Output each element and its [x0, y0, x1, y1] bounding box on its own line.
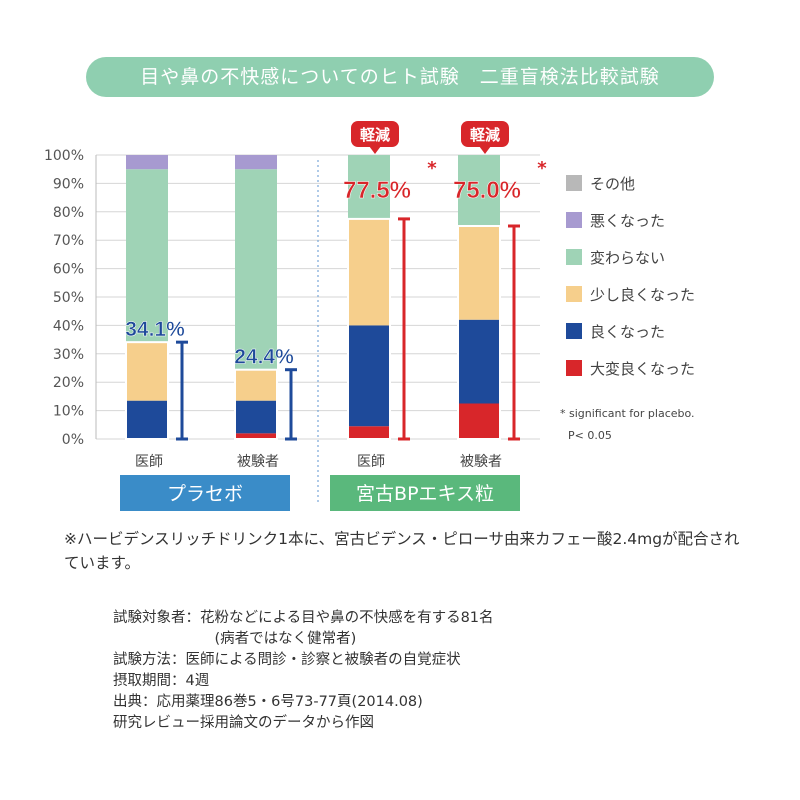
badge-pointer — [479, 146, 491, 154]
legend-label: 悪くなった — [590, 212, 665, 230]
y-tick-label: 70% — [53, 233, 84, 249]
bar-segment — [235, 155, 277, 170]
y-tick-label: 20% — [53, 375, 84, 391]
bar-segment — [126, 342, 168, 401]
legend-swatch — [566, 212, 582, 228]
improved-outline — [234, 368, 278, 441]
significance-asterisk: * — [427, 158, 437, 179]
improvement-label: 77.5% — [343, 177, 411, 204]
legend-label: その他 — [590, 175, 635, 193]
group-label: 宮古BPエキス粒 — [356, 483, 494, 505]
legend-label: 良くなった — [590, 323, 665, 341]
bar-segment — [348, 155, 390, 219]
legend-swatch — [566, 360, 582, 376]
bar-segment — [348, 325, 390, 427]
bar-segment — [126, 400, 168, 439]
y-tick-label: 40% — [53, 318, 84, 334]
significance-note: P< 0.05 — [568, 429, 612, 442]
improved-outline — [457, 225, 501, 440]
study-info-line: 出典：応用薬理86巻5・6号73-77頁(2014.08) — [113, 694, 423, 710]
x-tick-label: 被験者 — [237, 454, 279, 470]
bar-segment — [126, 169, 168, 343]
bar-segment — [235, 369, 277, 401]
badge-label: 軽減 — [470, 126, 500, 144]
bar-segment — [235, 169, 277, 370]
bar-segment — [235, 400, 277, 434]
group-label-box — [120, 475, 290, 511]
significance-asterisk: * — [537, 158, 547, 179]
bar-segment — [126, 155, 168, 170]
y-tick-label: 80% — [53, 205, 84, 221]
y-tick-label: 30% — [53, 347, 84, 363]
improvement-label: 75.0% — [453, 177, 521, 204]
footnote: ※ハービデンスリッチドリンク1本に、宮古ビデンス・ピローサ由来カフェー酸2.4m… — [64, 530, 740, 572]
legend-swatch — [566, 249, 582, 265]
chart-title: 目や鼻の不快感についてのヒト試験 二重盲検法比較試験 — [86, 57, 714, 97]
x-tick-label: 医師 — [135, 454, 163, 470]
legend-label: 少し良くなった — [590, 286, 695, 304]
bar-segment — [348, 426, 390, 439]
legend-swatch — [566, 323, 582, 339]
badge-box — [461, 121, 509, 147]
y-tick-label: 10% — [53, 404, 84, 420]
bar-segment — [348, 218, 390, 326]
study-info-line: 摂取期間：4週 — [113, 673, 210, 689]
legend-swatch — [566, 175, 582, 191]
improvement-label: 24.4% — [234, 346, 294, 369]
x-tick-label: 医師 — [357, 454, 385, 470]
y-tick-label: 100% — [44, 148, 84, 164]
study-info-line: 研究レビュー採用論文のデータから作図 — [113, 715, 374, 731]
y-tick-label: 0% — [62, 432, 84, 448]
bar-segment — [458, 155, 500, 226]
badge-box — [351, 121, 399, 147]
group-label-box — [330, 475, 520, 511]
y-tick-label: 50% — [53, 290, 84, 306]
legend-swatch — [566, 286, 582, 302]
significance-note: * significant for placebo. — [560, 407, 695, 420]
improved-outline — [347, 217, 391, 441]
badge-label: 軽減 — [360, 126, 390, 144]
y-tick-label: 90% — [53, 176, 84, 192]
study-info-line: 試験対象者：花粉などによる目や鼻の不快感を有する81名 — [113, 610, 494, 626]
improvement-label: 34.1% — [125, 318, 185, 341]
bar-segment — [458, 226, 500, 320]
bar-segment — [235, 433, 277, 439]
improved-outline — [125, 341, 169, 441]
badge-pointer — [369, 146, 381, 154]
legend-label: 大変良くなった — [590, 360, 695, 378]
y-tick-label: 60% — [53, 262, 84, 278]
bar-segment — [458, 319, 500, 404]
study-info: 試験対象者：花粉などによる目や鼻の不快感を有する81名 (病者ではなく健常者) … — [113, 608, 494, 734]
stacked-bar-chart: 0% 10% 20% 30% 40% 50% 60% 70% 80% 90% 100% 34.1% 医師… — [44, 121, 695, 511]
legend-label: 変わらない — [590, 249, 665, 267]
group-label: プラセボ — [167, 483, 243, 505]
study-info-line: 試験方法：医師による問診・診察と被験者の自覚症状 — [113, 652, 461, 668]
x-tick-label: 被験者 — [460, 454, 502, 470]
bar-segment — [458, 403, 500, 439]
study-info-line: (病者ではなく健常者) — [113, 631, 357, 647]
